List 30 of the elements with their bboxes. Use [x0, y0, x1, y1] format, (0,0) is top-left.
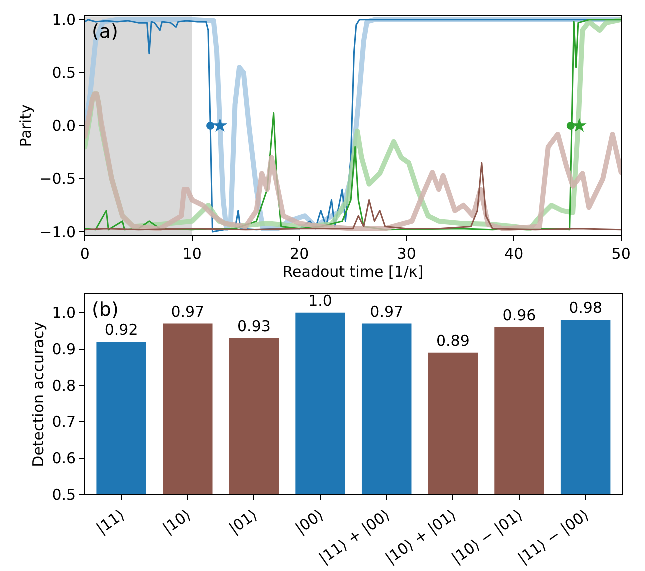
x-tick-label: 10 [182, 245, 202, 264]
y-tick-label: 1.0 [52, 304, 76, 322]
data-label: 0.97 [370, 302, 404, 321]
y-axis-title: Detection accuracy [29, 322, 48, 468]
x-tick-label: 30 [397, 245, 416, 264]
y-tick-label: 0.8 [52, 376, 76, 395]
y-tick-label: 0.5 [52, 486, 76, 504]
y-tick-label: 0.5 [52, 64, 76, 82]
x-axis-title: Readout time [1/κ] [282, 263, 424, 282]
data-label: 0.93 [238, 317, 271, 336]
x-tick-label: 40 [504, 245, 524, 264]
data-label: 0.96 [502, 306, 536, 324]
y-tick-label: 0.0 [52, 117, 76, 136]
data-label: 0.98 [569, 299, 603, 318]
data-label: 0.97 [171, 302, 205, 321]
y-tick-label: 0.9 [52, 340, 76, 359]
y-tick-label: −0.5 [40, 170, 76, 188]
x-tick-label: 50 [612, 245, 631, 264]
y-tick-label: 0.7 [52, 413, 76, 432]
y-tick-label: 1.0 [52, 11, 76, 30]
data-label: 0.89 [436, 332, 470, 350]
x-tick-label: 0 [80, 245, 90, 264]
annotation: (a) [92, 21, 118, 43]
data-label: 0.92 [104, 320, 138, 339]
x-tick-label: 20 [290, 245, 310, 264]
y-tick-label: −1.0 [40, 223, 76, 242]
data-label: 1.0 [308, 292, 332, 310]
annotation: (b) [92, 299, 119, 321]
y-axis-title: Parity [16, 104, 35, 148]
y-tick-label: 0.6 [52, 450, 76, 468]
